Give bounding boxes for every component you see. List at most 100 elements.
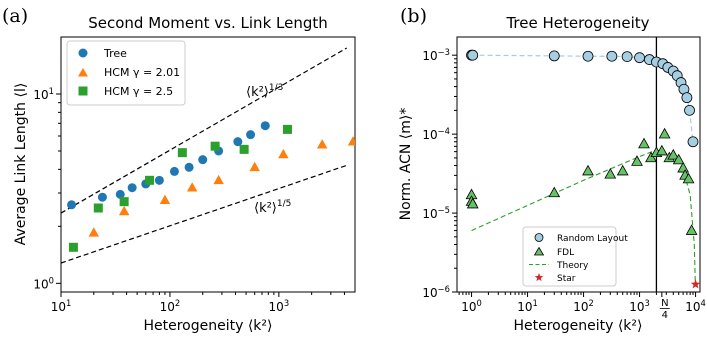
point-circle bbox=[260, 121, 270, 131]
panel-b-xtick-label-base: 10 bbox=[517, 300, 532, 314]
point-triangle bbox=[316, 139, 328, 149]
panel-a-ytick-label-exp: 0 bbox=[49, 275, 54, 285]
point-circle bbox=[97, 192, 107, 202]
panel-b-ytick-label-exp: −5 bbox=[438, 205, 450, 215]
panel-b-xtick-label: 103 bbox=[629, 298, 650, 314]
panel-b-xtick-label-base: 10 bbox=[461, 300, 476, 314]
point-random-layout bbox=[684, 104, 695, 116]
point-triangle bbox=[249, 161, 260, 172]
point-square bbox=[239, 144, 249, 154]
panel-a-reference-lines bbox=[61, 47, 348, 264]
point-fdl bbox=[616, 164, 629, 176]
panel-a-xtick-label: 102 bbox=[160, 298, 181, 314]
panel-a-annot-upper: ⟨k²⟩1/3 bbox=[246, 83, 283, 100]
panel-a-ytick-label-exp: 1 bbox=[49, 86, 54, 96]
panel-b-xtick-label-base: 10 bbox=[629, 300, 644, 314]
panel-b-xtick-label-base: 10 bbox=[685, 300, 700, 314]
point-square bbox=[145, 175, 155, 185]
panel-b-ytick-label-base: 10 bbox=[422, 128, 437, 142]
point-fdl bbox=[638, 137, 650, 149]
panel-b-points bbox=[465, 49, 701, 289]
legend-fdl-marker bbox=[533, 246, 545, 256]
point-triangle bbox=[213, 174, 224, 185]
panel-a-points bbox=[67, 121, 355, 252]
point-square bbox=[93, 203, 103, 213]
legend-hcm25-marker bbox=[78, 86, 88, 96]
legend-hcm201-label: HCM γ = 2.01 bbox=[104, 66, 180, 79]
legend-random-layout-label: Random Layout bbox=[557, 234, 628, 244]
point-fdl bbox=[645, 151, 657, 163]
point-random-layout bbox=[548, 50, 560, 62]
panel-a-xtick-label-exp: 1 bbox=[66, 298, 71, 308]
point-random-layout bbox=[634, 52, 645, 64]
legend-hcm201-marker bbox=[78, 68, 88, 77]
panel-a-ytick-label: 100 bbox=[33, 275, 54, 291]
point-fdl bbox=[672, 153, 685, 165]
panel-a-reference-line bbox=[61, 164, 347, 264]
panel-a-xtick-label-base: 10 bbox=[160, 300, 175, 314]
panel-b-xlabel: Heterogeneity ⟨k²⟩ bbox=[513, 318, 642, 334]
point-circle bbox=[233, 137, 243, 147]
point-square bbox=[177, 148, 187, 158]
legend-star-label: Star bbox=[557, 274, 576, 284]
panel-a-xlabel: Heterogeneity ⟨k²⟩ bbox=[143, 318, 272, 334]
panel-a-ylabel: Average Link Length ⟨l⟩ bbox=[13, 83, 29, 246]
point-fdl bbox=[685, 224, 698, 235]
point-fdl bbox=[655, 144, 668, 156]
panel-b-ylabel: Norm. ACN ⟨m⟩* bbox=[398, 108, 414, 221]
panel-a-legend-box bbox=[66, 40, 186, 106]
point-triangle bbox=[159, 194, 171, 205]
panel-b-xtick-label: 104 bbox=[685, 298, 706, 314]
point-circle bbox=[184, 162, 194, 172]
point-square bbox=[210, 141, 220, 151]
point-fdl bbox=[658, 127, 671, 139]
panel-b-xtick-label: 100 bbox=[461, 298, 482, 314]
panel-b-xtick-label-base: 10 bbox=[573, 300, 588, 314]
panel-a-annot-lower: ⟨k²⟩1/5 bbox=[254, 199, 291, 216]
panel-a-xtick-label: 101 bbox=[51, 298, 72, 314]
point-circle bbox=[169, 166, 179, 176]
legend-hcm25-label: HCM γ = 2.5 bbox=[104, 85, 173, 98]
panel-b-xtick-label-exp: 0 bbox=[477, 298, 482, 308]
panel-a-xtick-label-base: 10 bbox=[51, 300, 66, 314]
panel-b-label: (b) bbox=[400, 5, 427, 27]
panel-b-ytick-label-base: 10 bbox=[422, 286, 437, 300]
point-circle bbox=[67, 200, 77, 210]
point-circle bbox=[154, 175, 164, 185]
panel-b-xtick-label: 101 bbox=[517, 298, 538, 314]
panel-a-xtick-label-exp: 3 bbox=[284, 298, 289, 308]
panel-a-legend: Tree HCM γ = 2.01 HCM γ = 2.5 bbox=[66, 40, 186, 106]
point-star bbox=[690, 279, 701, 289]
panel-b-ytick-label-exp: −6 bbox=[438, 284, 450, 294]
point-random-layout bbox=[681, 92, 693, 104]
panel-b-ytick-label: 10−5 bbox=[422, 205, 450, 221]
point-triangle bbox=[186, 182, 198, 192]
legend-fdl-label: FDL bbox=[557, 248, 574, 258]
point-circle bbox=[198, 155, 208, 165]
panel-a-title: Second Moment vs. Link Length bbox=[88, 14, 328, 32]
legend-star-marker bbox=[534, 273, 544, 282]
panel-a-plot-area bbox=[60, 36, 356, 293]
point-circle bbox=[127, 183, 137, 193]
panel-b-legend-box bbox=[522, 226, 617, 287]
panel-b-title: Tree Heterogeneity bbox=[505, 14, 649, 32]
panel-b-ytick-label: 10−6 bbox=[422, 284, 450, 300]
panel-b-xtick-label: 102 bbox=[573, 298, 594, 314]
panel-b-special-denominator: 4 bbox=[662, 310, 668, 321]
panel-b-ytick-label: 10−3 bbox=[422, 47, 450, 63]
point-square bbox=[68, 242, 78, 252]
panel-a-annot-lower-base: ⟨k²⟩ bbox=[254, 201, 277, 216]
point-random-layout bbox=[606, 50, 618, 62]
panel-b-ytick-label-base: 10 bbox=[422, 207, 437, 221]
point-random-layout bbox=[467, 49, 479, 61]
point-triangle bbox=[88, 227, 100, 237]
panel-b-special-numerator: N bbox=[661, 298, 668, 309]
point-fdl bbox=[548, 186, 561, 198]
panel-a-reference-line bbox=[61, 47, 348, 214]
point-triangle bbox=[118, 205, 130, 216]
point-square bbox=[282, 124, 292, 134]
legend-random-layout-marker bbox=[534, 233, 544, 242]
